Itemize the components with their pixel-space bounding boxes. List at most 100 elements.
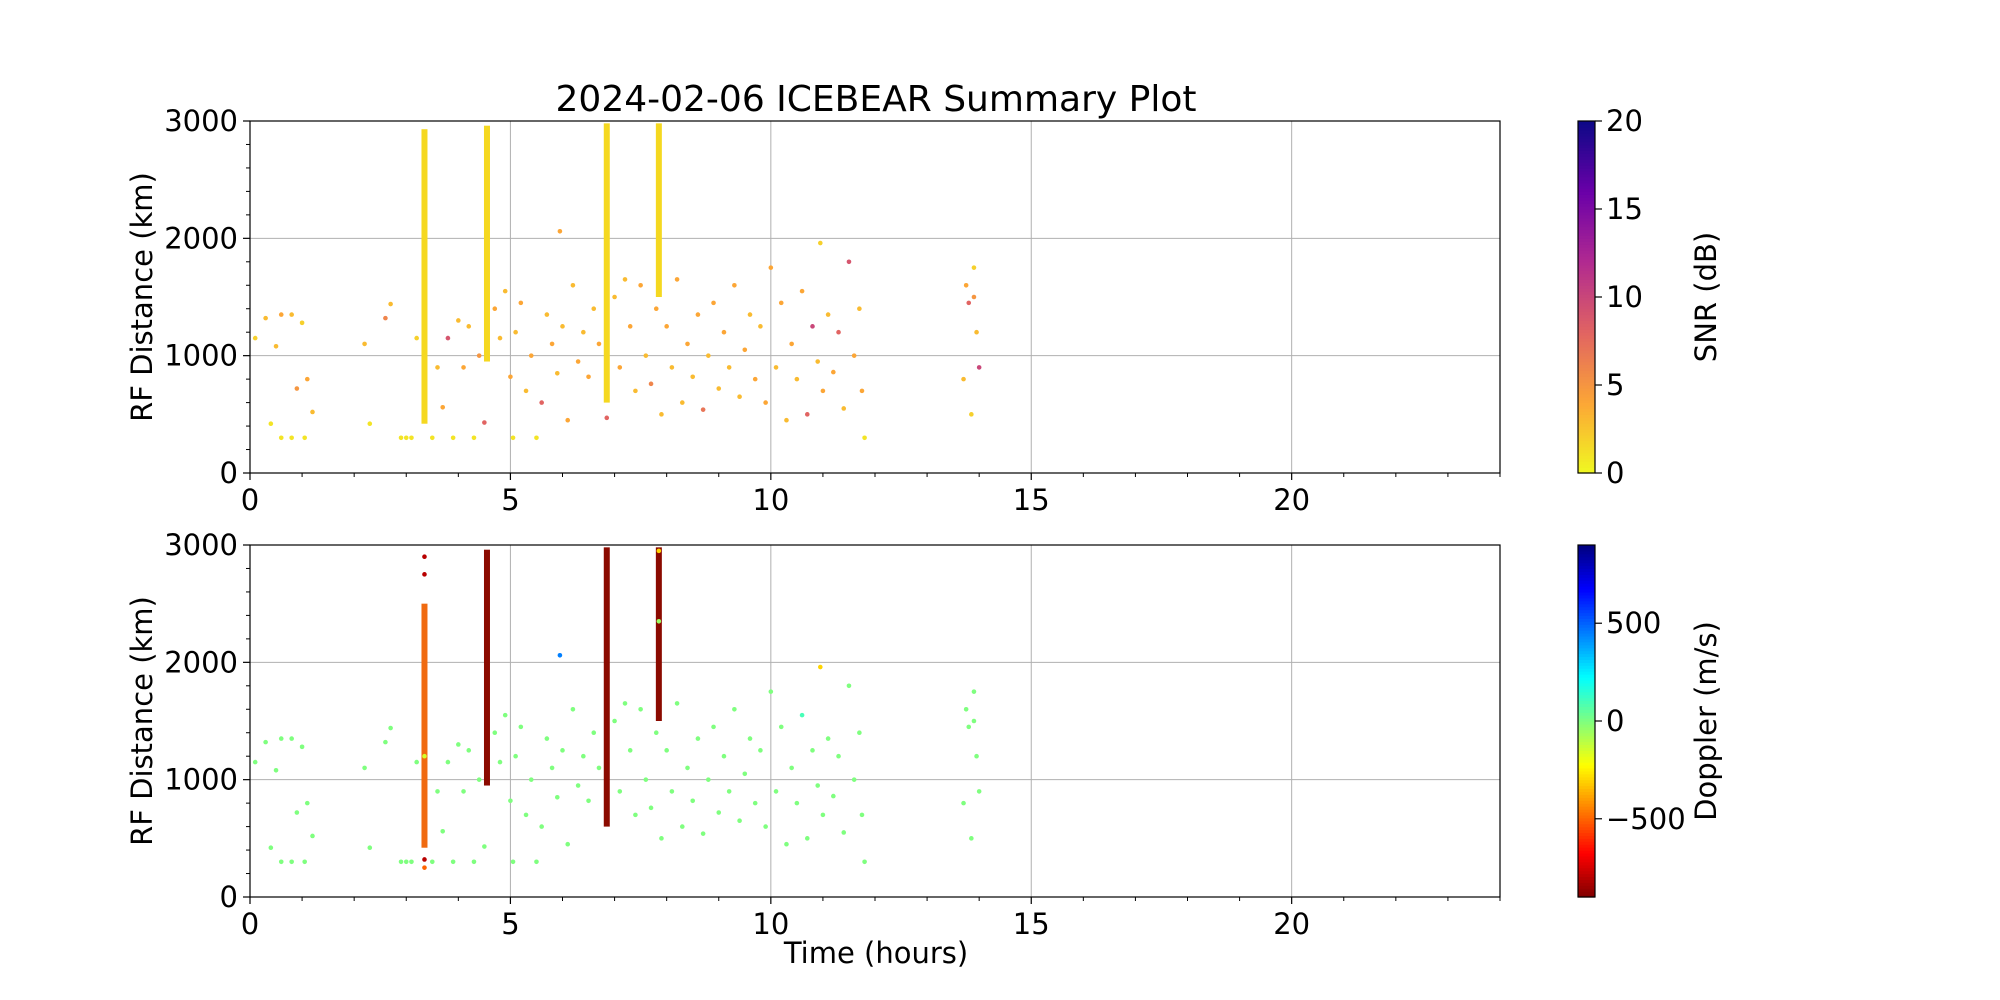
colorbar-segment [1578, 782, 1595, 787]
colorbar-segment [1578, 232, 1595, 236]
colorbar-segment [1578, 864, 1595, 869]
data-point [820, 388, 826, 394]
data-point [810, 748, 815, 753]
data-point [429, 859, 435, 865]
y-tick-label: 3000 [164, 528, 238, 562]
data-point [679, 400, 685, 405]
data-point [570, 282, 576, 288]
data-point [784, 417, 789, 423]
colorbar-segment [1578, 244, 1595, 248]
colorbar-segment [1578, 200, 1595, 204]
colorbar-segment [1578, 126, 1595, 131]
data-point [799, 288, 805, 294]
colorbar-segment [1578, 844, 1595, 848]
colorbar-segment [1578, 373, 1595, 377]
data-point [422, 865, 427, 870]
data-point [633, 812, 638, 818]
data-point [581, 753, 586, 759]
data-point [773, 789, 779, 794]
colorbar-segment [1578, 779, 1595, 784]
data-point [263, 739, 268, 745]
colorbar-segment [1578, 706, 1595, 710]
data-column [421, 129, 428, 424]
data-point [510, 435, 516, 441]
colorbar-segment [1578, 431, 1595, 436]
colorbar-segment [1578, 147, 1595, 151]
doppler-grid [250, 545, 1500, 897]
colorbar-segment [1578, 411, 1595, 415]
data-point [836, 329, 841, 335]
colorbar-segment [1578, 773, 1595, 778]
data-point [435, 789, 440, 794]
data-point [466, 324, 472, 329]
data-point [752, 800, 758, 806]
data-point [711, 724, 716, 730]
colorbar-segment [1578, 583, 1595, 587]
data-point [471, 859, 477, 865]
data-point [492, 730, 498, 736]
data-point [596, 765, 602, 771]
doppler-data-points [252, 547, 982, 870]
snr-plot-frame [249, 120, 1501, 474]
colorbar-segment [1578, 121, 1595, 125]
data-point [268, 845, 274, 851]
data-point [638, 282, 643, 288]
colorbar-segment [1578, 665, 1595, 669]
colorbar-segment [1578, 545, 1595, 549]
data-point [851, 353, 857, 358]
data-point [664, 324, 669, 329]
colorbar-segment [1578, 223, 1595, 228]
colorbar-segment [1578, 841, 1595, 845]
data-point [690, 798, 696, 804]
colorbar-segment [1578, 580, 1595, 584]
data-point [831, 369, 836, 375]
data-point [706, 353, 711, 358]
colorbar-segment [1578, 876, 1595, 880]
colorbar-segment [1578, 715, 1595, 719]
colorbar-segment [1578, 770, 1595, 775]
colorbar-segment [1578, 150, 1595, 154]
colorbar-segment [1578, 832, 1595, 836]
colorbar-segment [1578, 434, 1595, 439]
colorbar-segment [1578, 703, 1595, 707]
colorbar-segment [1578, 756, 1595, 760]
data-point [278, 435, 284, 441]
colorbar-segment [1578, 141, 1595, 146]
colorbar-segment [1578, 712, 1595, 716]
data-column [655, 547, 662, 721]
data-point [497, 759, 503, 765]
colorbar-segment [1578, 721, 1595, 725]
colorbar-segment [1578, 288, 1595, 292]
colorbar-segment [1578, 420, 1595, 424]
colorbar-segment [1578, 129, 1595, 134]
colorbar-segment [1578, 355, 1595, 360]
data-point [773, 365, 779, 370]
data-point [549, 765, 555, 771]
data-point [435, 365, 440, 370]
colorbar-segment [1578, 650, 1595, 655]
data-point [523, 812, 529, 818]
data-point [659, 836, 664, 841]
data-point [763, 824, 768, 829]
data-point [289, 736, 294, 741]
data-point [679, 824, 685, 829]
colorbar-segment [1578, 671, 1595, 675]
doppler-y-axis-label: RF Distance (km) [125, 596, 159, 846]
colorbar-segment [1578, 594, 1595, 599]
colorbar-segment [1578, 267, 1595, 272]
colorbar-segment [1578, 299, 1595, 304]
data-point [310, 833, 315, 839]
colorbar-segment [1578, 797, 1595, 801]
snr-axis-ticks: 0 5 10 15 20 0 1000 2000 3000 [164, 104, 1501, 517]
colorbar-segment [1578, 203, 1595, 207]
colorbar-segment [1578, 600, 1595, 605]
data-point [789, 765, 794, 771]
colorbar-segment [1578, 867, 1595, 872]
x-tick-label: 0 [241, 907, 259, 941]
colorbar-segment [1578, 609, 1595, 614]
data-point [716, 810, 722, 815]
colorbar-segment [1578, 691, 1595, 696]
colorbar-segment [1578, 591, 1595, 596]
colorbar-segment [1578, 885, 1595, 889]
doppler-colorbar: −500 0 500 [1577, 544, 1686, 898]
